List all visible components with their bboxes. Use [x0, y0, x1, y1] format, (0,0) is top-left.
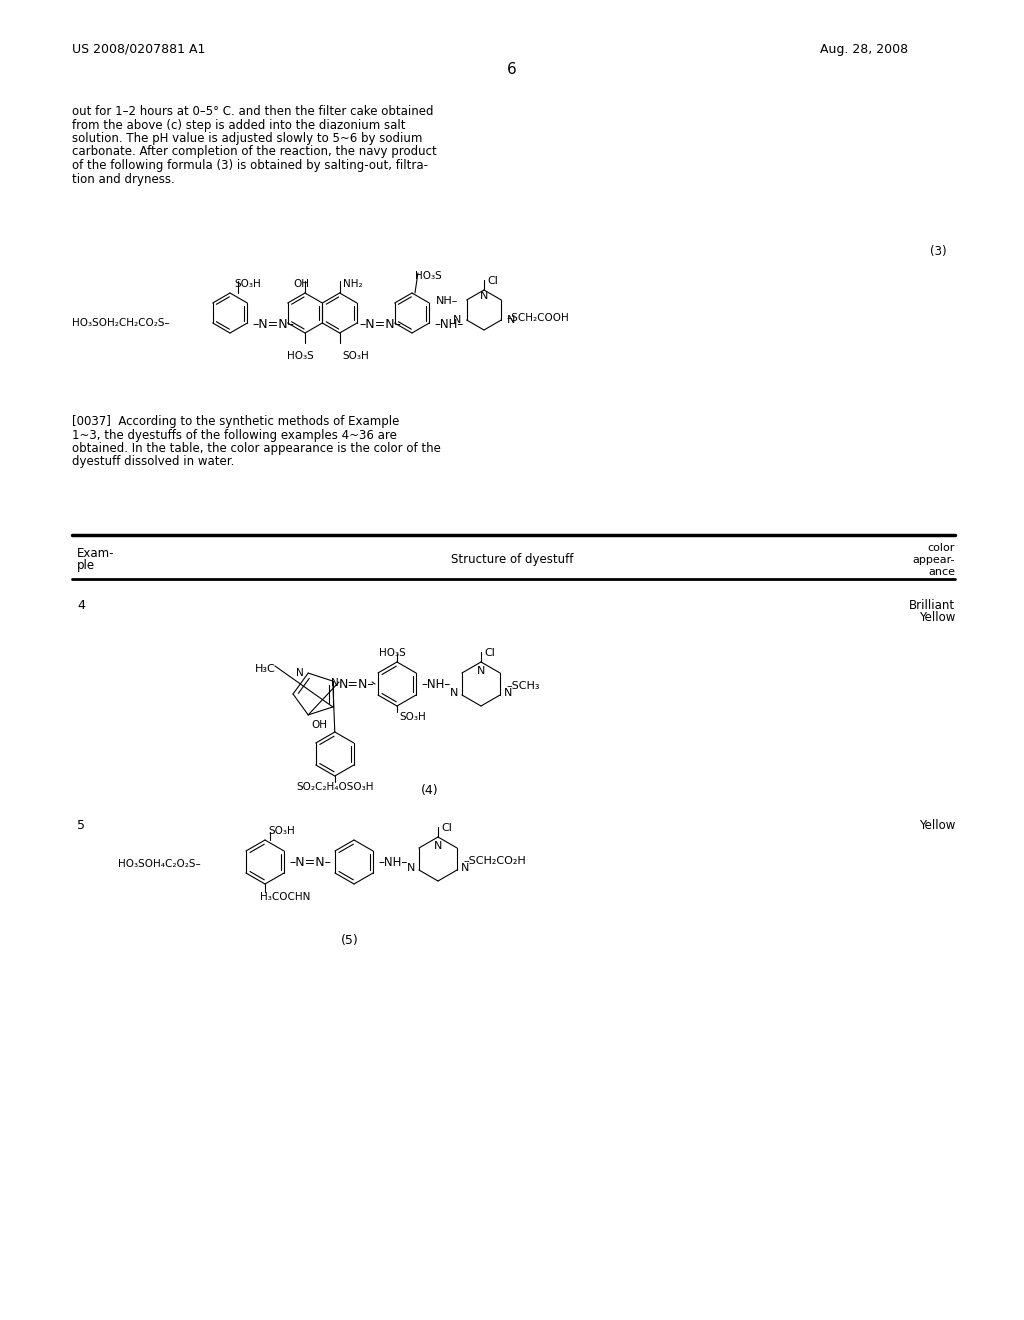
- Text: –N=N–: –N=N–: [252, 318, 294, 331]
- Text: Brilliant: Brilliant: [909, 599, 955, 612]
- Text: (3): (3): [930, 246, 946, 257]
- Text: –N=N–: –N=N–: [359, 318, 400, 331]
- Text: Yellow: Yellow: [919, 818, 955, 832]
- Text: H₃C: H₃C: [255, 664, 275, 675]
- Text: Aug. 28, 2008: Aug. 28, 2008: [820, 44, 908, 55]
- Text: HO₃S: HO₃S: [415, 271, 441, 281]
- Text: ple: ple: [77, 558, 95, 572]
- Text: H₃COCHN: H₃COCHN: [260, 892, 310, 902]
- Text: N: N: [407, 863, 415, 873]
- Text: N: N: [450, 688, 458, 698]
- Text: N: N: [477, 667, 485, 676]
- Text: Cl: Cl: [487, 276, 498, 286]
- Text: HO₃S: HO₃S: [287, 351, 313, 360]
- Text: (5): (5): [341, 935, 358, 946]
- Text: 1~3, the dyestuffs of the following examples 4~36 are: 1~3, the dyestuffs of the following exam…: [72, 429, 397, 441]
- Text: N: N: [461, 863, 469, 873]
- Text: 5: 5: [77, 818, 85, 832]
- Text: N: N: [331, 678, 339, 688]
- Text: –N=N–: –N=N–: [289, 855, 331, 869]
- Text: Yellow: Yellow: [919, 611, 955, 624]
- Text: –SCH₂COOH: –SCH₂COOH: [507, 313, 569, 323]
- Text: Cl: Cl: [484, 648, 495, 657]
- Text: –NH–: –NH–: [378, 855, 408, 869]
- Text: –SCH₃: –SCH₃: [506, 681, 540, 690]
- Text: SO₃H: SO₃H: [234, 279, 261, 289]
- Text: solution. The pH value is adjusted slowly to 5~6 by sodium: solution. The pH value is adjusted slowl…: [72, 132, 422, 145]
- Text: Structure of dyestuff: Structure of dyestuff: [451, 553, 573, 566]
- Text: N: N: [434, 841, 442, 851]
- Text: –SCH₂CO₂H: –SCH₂CO₂H: [463, 855, 525, 866]
- Text: N: N: [480, 290, 488, 301]
- Text: ance: ance: [928, 568, 955, 577]
- Text: –NH–: –NH–: [434, 318, 463, 331]
- Text: OH: OH: [293, 279, 309, 289]
- Text: (4): (4): [421, 784, 439, 797]
- Text: OH: OH: [311, 719, 328, 730]
- Text: SO₂C₂H₄OSO₃H: SO₂C₂H₄OSO₃H: [296, 781, 374, 792]
- Text: 6: 6: [507, 62, 517, 77]
- Text: N: N: [296, 668, 304, 678]
- Text: N: N: [504, 688, 512, 698]
- Text: NH–: NH–: [436, 296, 459, 306]
- Text: 4: 4: [77, 599, 85, 612]
- Text: out for 1–2 hours at 0–5° C. and then the filter cake obtained: out for 1–2 hours at 0–5° C. and then th…: [72, 106, 433, 117]
- Text: appear-: appear-: [912, 554, 955, 565]
- Text: [0037]  According to the synthetic methods of Example: [0037] According to the synthetic method…: [72, 414, 399, 428]
- Text: obtained. In the table, the color appearance is the color of the: obtained. In the table, the color appear…: [72, 442, 441, 455]
- Text: from the above (c) step is added into the diazonium salt: from the above (c) step is added into th…: [72, 119, 406, 132]
- Text: carbonate. After completion of the reaction, the navy product: carbonate. After completion of the react…: [72, 145, 437, 158]
- Text: Cl: Cl: [441, 822, 452, 833]
- Text: SO₃H: SO₃H: [268, 826, 295, 836]
- Text: N: N: [453, 315, 461, 325]
- Text: tion and dryness.: tion and dryness.: [72, 173, 175, 186]
- Text: SO₃H: SO₃H: [399, 711, 426, 722]
- Text: HO₃SOH₄C₂O₂S–: HO₃SOH₄C₂O₂S–: [118, 859, 201, 869]
- Text: N=N–: N=N–: [339, 678, 375, 690]
- Text: NH₂: NH₂: [343, 279, 362, 289]
- Text: SO₃H: SO₃H: [343, 351, 370, 360]
- Text: HO₃S: HO₃S: [379, 648, 406, 657]
- Text: Exam-: Exam-: [77, 546, 115, 560]
- Text: N: N: [507, 315, 515, 325]
- Text: –NH–: –NH–: [421, 678, 451, 690]
- Text: color: color: [928, 543, 955, 553]
- Text: US 2008/0207881 A1: US 2008/0207881 A1: [72, 44, 206, 55]
- Text: of the following formula (3) is obtained by salting-out, filtra-: of the following formula (3) is obtained…: [72, 158, 428, 172]
- Text: dyestuff dissolved in water.: dyestuff dissolved in water.: [72, 455, 234, 469]
- Text: HO₃SOH₂CH₂CO₂S–: HO₃SOH₂CH₂CO₂S–: [72, 318, 170, 327]
